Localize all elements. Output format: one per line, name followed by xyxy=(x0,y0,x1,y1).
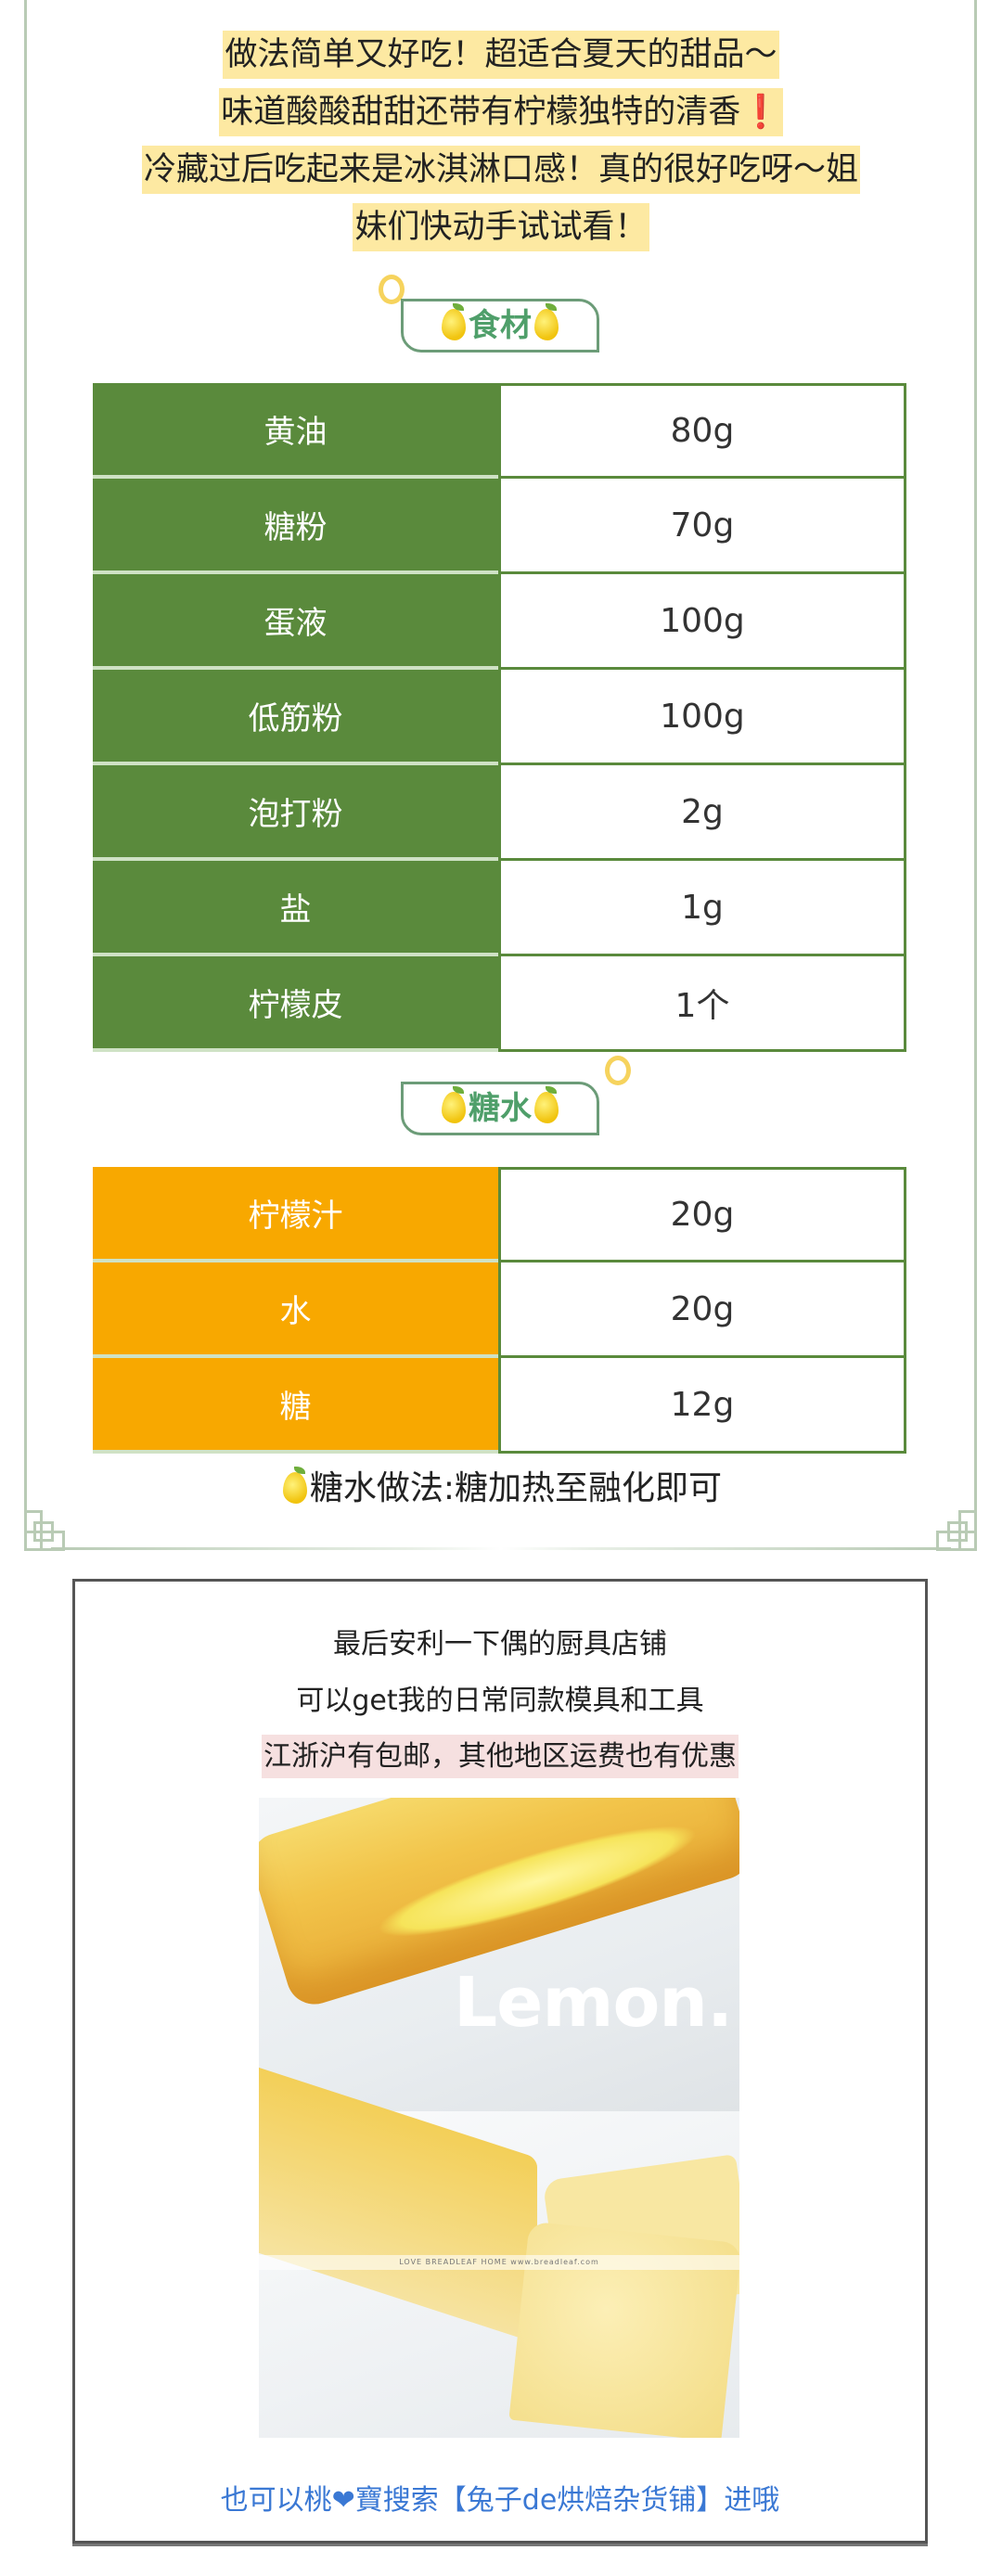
shop-line-2: 可以get我的日常同款模具和工具 xyxy=(296,1685,704,1717)
ring-decoration-icon xyxy=(379,275,405,304)
frame-right-border xyxy=(974,0,977,1521)
ingredient-amount: 100g xyxy=(498,670,906,765)
ingredient-amount: 100g xyxy=(498,574,906,670)
ingredient-amount: 2g xyxy=(498,765,906,861)
intro-line: 冷藏过后吃起来是冰淇淋口感！真的很好吃呀～姐 xyxy=(141,146,860,194)
ingredient-name: 糖 xyxy=(93,1358,498,1454)
ingredient-amount: 80g xyxy=(498,383,906,479)
table-row: 柠檬汁 20g xyxy=(93,1167,906,1262)
syrup-table: 柠檬汁 20g 水 20g 糖 12g xyxy=(93,1167,906,1454)
table-row: 柠檬皮 1个 xyxy=(93,956,906,1052)
frame-corner-ornament xyxy=(936,1510,977,1551)
ring-decoration-icon xyxy=(605,1056,631,1085)
ingredient-name: 低筋粉 xyxy=(93,670,498,765)
ingredient-name: 蛋液 xyxy=(93,574,498,670)
table-row: 糖 12g xyxy=(93,1358,906,1454)
table-row: 盐 1g xyxy=(93,861,906,956)
lemon-icon xyxy=(442,303,466,340)
table-row: 水 20g xyxy=(93,1262,906,1358)
lemon-icon xyxy=(442,1086,466,1123)
syrup-note: 糖水做法:糖加热至融化即可 xyxy=(0,1461,1002,1509)
table-row: 低筋粉 100g xyxy=(93,670,906,765)
lemon-icon xyxy=(282,1467,307,1504)
photo-lemon-text: Lemon. xyxy=(454,1963,733,2043)
ingredient-amount: 70g xyxy=(498,479,906,574)
syrup-title: 糖水 xyxy=(469,1090,532,1127)
shop-line-3: 江浙沪有包邮，其他地区运费也有优惠 xyxy=(262,1735,739,1778)
ingredient-name: 水 xyxy=(93,1262,498,1358)
shop-promo-box: 最后安利一下偶的厨具店铺 可以get我的日常同款模具和工具 江浙沪有包邮，其他地… xyxy=(72,1579,928,2544)
ingredients-table: 黄油 80g 糖粉 70g 蛋液 100g 低筋粉 100g 泡打粉 2g 盐 1g 柠檬皮 1个 xyxy=(93,383,906,1052)
intro-line: 妹们快动手试试看！ xyxy=(353,203,649,251)
ingredient-amount: 20g xyxy=(498,1262,906,1358)
lemon-icon xyxy=(534,303,559,340)
ingredient-amount: 1g xyxy=(498,861,906,956)
ingredient-name: 糖粉 xyxy=(93,479,498,574)
lemon-cake-photo: Lemon. LOVE BREADLEAF HOME www.breadleaf… xyxy=(259,1798,739,2438)
table-row: 蛋液 100g xyxy=(93,574,906,670)
table-row: 黄油 80g xyxy=(93,383,906,479)
ingredients-title: 食材 xyxy=(469,307,532,344)
photo-watermark: LOVE BREADLEAF HOME www.breadleaf.com xyxy=(259,2255,739,2270)
ingredient-name: 柠檬皮 xyxy=(93,956,498,1052)
intro-line: 味道酸酸甜甜还带有柠檬独特的清香 xyxy=(221,94,741,131)
ingredient-amount: 1个 xyxy=(498,956,906,1052)
ingredients-tag: 食材 xyxy=(401,299,599,352)
shop-line-1: 最后安利一下偶的厨具店铺 xyxy=(333,1628,667,1660)
ingredient-name: 柠檬汁 xyxy=(93,1167,498,1262)
ingredient-amount: 20g xyxy=(498,1167,906,1262)
exclamation-icon: ❗ xyxy=(740,94,781,131)
intro-line: 做法简单又好吃！超适合夏天的甜品～ xyxy=(223,31,779,79)
table-row: 泡打粉 2g xyxy=(93,765,906,861)
ingredient-amount: 12g xyxy=(498,1358,906,1454)
intro-text: 做法简单又好吃！超适合夏天的甜品～ 味道酸酸甜甜还带有柠檬独特的清香❗ 冷藏过后… xyxy=(0,26,1002,256)
ingredient-name: 黄油 xyxy=(93,383,498,479)
frame-left-border xyxy=(24,0,27,1521)
syrup-tag: 糖水 xyxy=(401,1082,599,1135)
lemon-icon xyxy=(534,1086,559,1123)
table-row: 糖粉 70g xyxy=(93,479,906,574)
frame-bottom-border xyxy=(51,1547,951,1550)
ingredient-name: 盐 xyxy=(93,861,498,956)
frame-corner-ornament xyxy=(24,1510,65,1551)
shop-search-hint: 也可以桃❤寶搜索【兔子de烘焙杂货铺】进哦 xyxy=(220,2484,780,2517)
ingredient-name: 泡打粉 xyxy=(93,765,498,861)
